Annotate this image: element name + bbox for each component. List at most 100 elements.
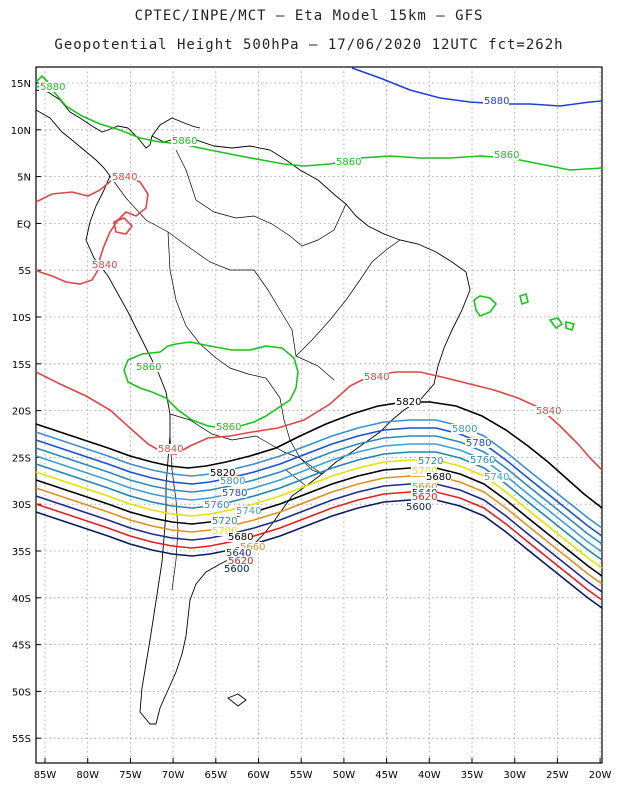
falklands-outline [227, 693, 247, 707]
contour-label-bg [417, 456, 443, 466]
coastlines [35, 89, 471, 725]
lon-label: 85W [34, 770, 57, 781]
contour-label: 5820 [396, 397, 421, 408]
contour-label: 5820 [210, 468, 235, 479]
lon-label: 70W [162, 770, 185, 781]
contour-label-bg [235, 506, 261, 516]
contour-label: 5660 [240, 542, 265, 553]
contour-label-bg [483, 96, 509, 106]
contour-label: 5800 [452, 424, 477, 435]
contour-label-bg [451, 424, 477, 434]
contour-5640 [35, 483, 603, 593]
lat-label: EQ [17, 219, 31, 230]
contour-label: 5600 [406, 502, 431, 513]
contour-label-bg [239, 542, 265, 552]
contour-label-bg [405, 502, 431, 512]
contour-label-bg [135, 362, 161, 372]
contour-label: 5880 [484, 96, 509, 107]
border-north [175, 149, 347, 247]
contour-5860 [35, 85, 603, 171]
contour-label: 5720 [418, 456, 443, 467]
contour-5760 [35, 435, 603, 545]
lon-label: 25W [546, 770, 569, 781]
contour-label: 5760 [204, 500, 229, 511]
lon-label: 75W [119, 770, 142, 781]
border-argentina-north [169, 413, 301, 459]
contour-label-bg [223, 564, 249, 574]
lon-label: 55W [290, 770, 313, 781]
contour-label-bg [111, 172, 137, 182]
contour-label-bg [469, 455, 495, 465]
contour-label: 5840 [158, 444, 183, 455]
lon-label: 65W [204, 770, 227, 781]
lat-label: 55S [12, 734, 31, 745]
contour-5720 [35, 451, 603, 561]
lat-label: 15S [12, 360, 31, 371]
title-line-1: CPTEC/INPE/MCT – Eta Model 15km – GFS [134, 8, 484, 24]
contour-label: 5860 [216, 422, 241, 433]
contour-label-bg [535, 406, 561, 416]
border-brazil-west [109, 175, 335, 381]
contour-label-bg [203, 500, 229, 510]
contour-5740 [35, 443, 603, 553]
contour-label-bg [363, 372, 389, 382]
contour-label: 5840 [92, 260, 117, 271]
contour-label: 5840 [536, 406, 561, 417]
border-brazil-states [295, 239, 401, 357]
contour-5860 [35, 74, 49, 83]
contour-label: 5740 [484, 472, 509, 483]
contour-label: 5620 [412, 492, 437, 503]
contour-label: 5700 [412, 466, 437, 477]
contour-lines [35, 67, 603, 609]
contour-label-bg [425, 472, 451, 482]
contour-5660 [35, 475, 603, 585]
contour-5620 [35, 491, 603, 601]
lon-label: 80W [76, 770, 99, 781]
contour-label: 5800 [220, 476, 245, 487]
lat-label: 10N [11, 126, 31, 137]
contour-label: 5860 [136, 362, 161, 373]
lon-label: 50W [333, 770, 356, 781]
contour-label: 5840 [112, 172, 137, 183]
contour-label-bg [91, 260, 117, 270]
contour-5840 [113, 217, 134, 235]
lon-label: 35W [461, 770, 484, 781]
contour-label: 5860 [172, 136, 197, 147]
lon-label: 30W [503, 770, 526, 781]
lat-label: 25S [12, 453, 31, 464]
contour-label: 5860 [494, 150, 519, 161]
contour-label-bg [335, 157, 361, 167]
contour-label-bg [215, 422, 241, 432]
contour-label: 5780 [466, 438, 491, 449]
contour-label-bg [227, 556, 253, 566]
contour-label: 5880 [40, 82, 65, 93]
pacific-coast-north [35, 109, 111, 177]
contour-label: 5840 [364, 372, 389, 383]
contour-label-bg [219, 476, 245, 486]
contour-label-bg [171, 136, 197, 146]
contour-label-bg [411, 482, 437, 492]
contour-label: 5680 [228, 532, 253, 543]
pacific-coast [85, 175, 171, 725]
lat-label: 30S [12, 500, 31, 511]
contour-5840 [35, 175, 149, 285]
contour-label-bg [493, 150, 519, 160]
contour-label-bg [211, 526, 237, 536]
contour-label-bg [465, 438, 491, 448]
contour-label-bg [395, 397, 421, 407]
contour-label: 5720 [212, 516, 237, 527]
contour-5820 [35, 401, 603, 509]
contour-5860 [123, 341, 299, 429]
contour-label: 5760 [470, 455, 495, 466]
lat-label: 5S [18, 266, 31, 277]
contour-label: 5700 [212, 526, 237, 537]
lat-label: 45S [12, 641, 31, 652]
contour-label: 5620 [228, 556, 253, 567]
contour-label-bg [227, 532, 253, 542]
contour-label: 5680 [426, 472, 451, 483]
contour-label-bg [211, 516, 237, 526]
contour-label-bg [411, 492, 437, 502]
lon-label: 20W [589, 770, 612, 781]
lon-label: 60W [247, 770, 270, 781]
